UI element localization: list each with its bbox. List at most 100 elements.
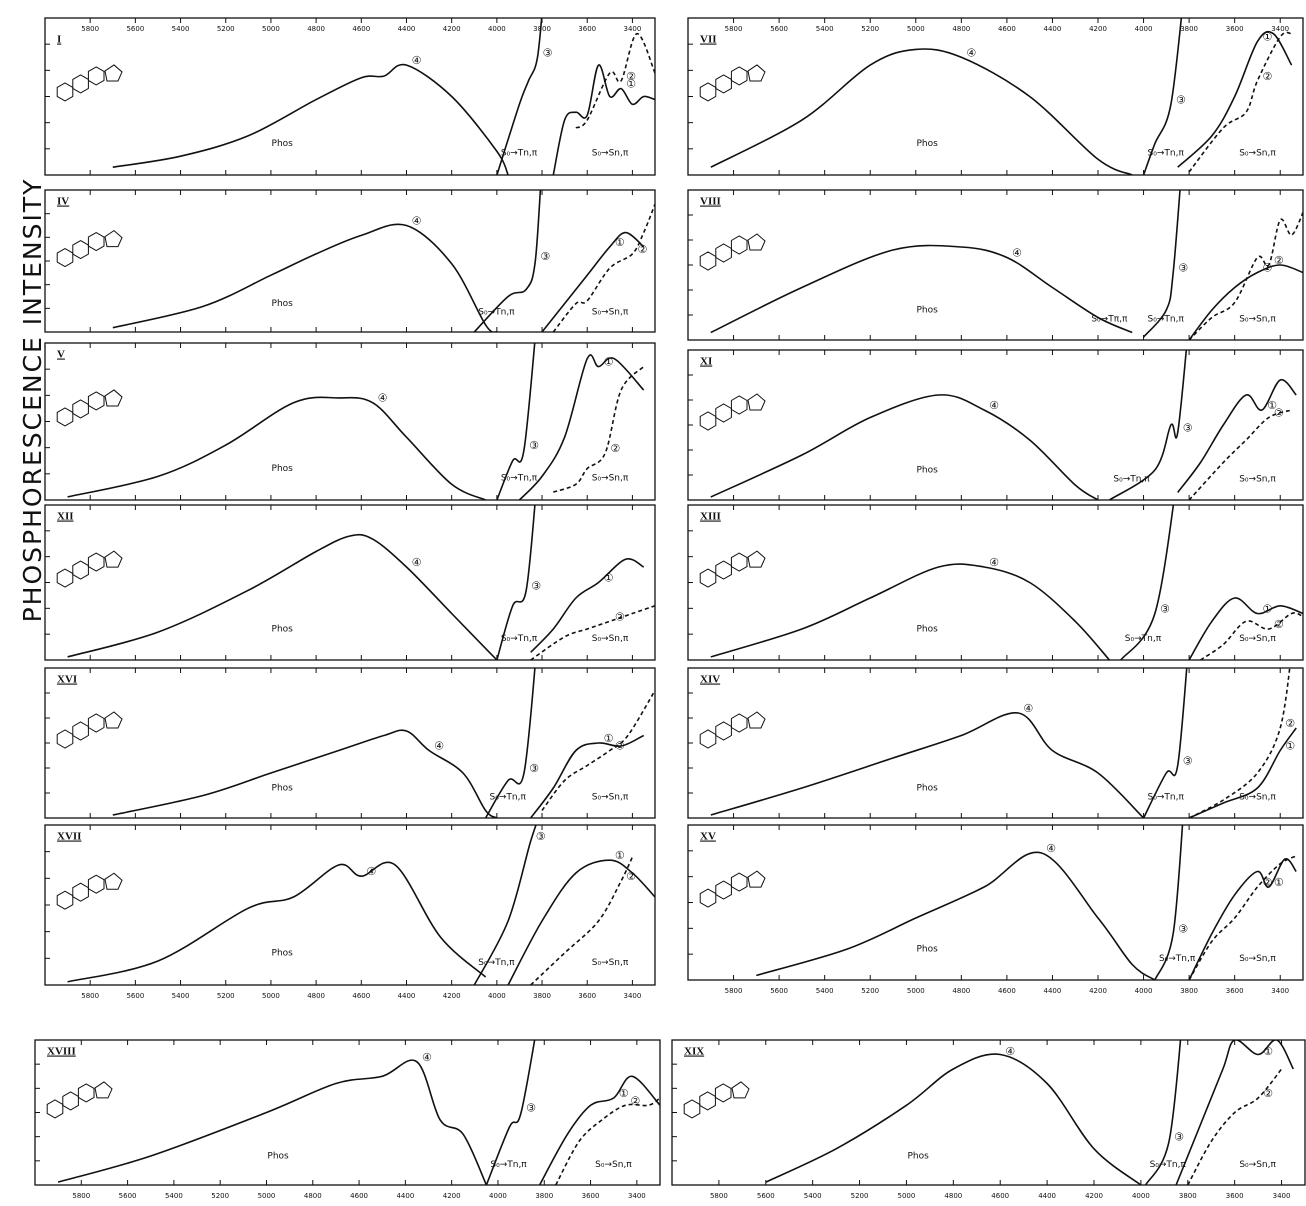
- spectrum-line: [58, 1060, 486, 1185]
- x-tick-label: 5800: [725, 25, 743, 33]
- annotation: S₀→Sn,π: [592, 474, 629, 484]
- x-tick-label: 4800: [952, 25, 970, 33]
- x-tick-label: 5800: [81, 25, 99, 33]
- structure-ring: [73, 883, 89, 901]
- curve-number: ③: [1174, 1131, 1184, 1144]
- x-tick-label: 5600: [770, 25, 788, 33]
- spectrum-line: [1189, 598, 1303, 660]
- spectrum-line: [1189, 265, 1303, 340]
- structure-ring: [57, 83, 73, 101]
- curve-number: ①: [604, 572, 614, 585]
- curve-number: ③: [1176, 93, 1186, 106]
- structure-ring: [63, 1092, 79, 1110]
- annotation: S₀→Tn,π: [501, 634, 538, 644]
- x-tick-label: 4600: [350, 1192, 368, 1200]
- curve-number: ③: [529, 762, 539, 775]
- spectrum-line: [711, 564, 1110, 660]
- panel-title: VIII: [700, 196, 721, 208]
- x-tick-label: 4400: [1044, 25, 1062, 33]
- panel-frame: [688, 18, 1303, 175]
- panel-title: XIII: [700, 511, 721, 523]
- annotation: S₀→Tn,π: [1159, 954, 1196, 964]
- annotation: S₀→Tn,π: [501, 474, 538, 484]
- panel-title: V: [57, 349, 65, 361]
- curve-number: ①: [1285, 740, 1295, 753]
- x-tick-label: 5400: [165, 1192, 183, 1200]
- curve-number: ②: [615, 740, 625, 753]
- spectrum-line: [1109, 320, 1189, 500]
- curve-number: ③: [1178, 262, 1188, 275]
- structure-ring: [731, 67, 747, 85]
- plot-area: [68, 809, 655, 985]
- structure-ring: [57, 249, 73, 267]
- annotation: Phos: [267, 1152, 289, 1162]
- plot-area: [68, 474, 655, 660]
- structure-ring: [716, 722, 732, 740]
- structure-ring: [732, 1082, 749, 1098]
- annotation: Phos: [908, 1152, 930, 1162]
- panel-frame: [45, 343, 655, 500]
- x-tick-label: 5800: [81, 992, 99, 1000]
- annotation: S₀→Sn,π: [592, 308, 629, 318]
- structure-ring: [88, 553, 104, 571]
- x-tick-label: 5800: [72, 1192, 90, 1200]
- x-tick-label: 5000: [262, 25, 280, 33]
- x-tick-label: 3600: [1226, 987, 1244, 995]
- panel-title: VII: [700, 34, 717, 46]
- annotation: S₀→Sn,π: [592, 634, 629, 644]
- curve-number: ①: [604, 732, 614, 745]
- structure-ring: [716, 75, 732, 93]
- annotation: S₀→Sn,π: [592, 149, 629, 159]
- structure-ring: [731, 873, 747, 891]
- structure-ring: [57, 730, 73, 748]
- panel: V④③②①PhosS₀→Tn,πS₀→Sn,π: [45, 312, 655, 500]
- x-tick-label: 4200: [443, 1192, 461, 1200]
- panel-title: I: [57, 34, 61, 46]
- curve-number: ②: [626, 870, 636, 883]
- structure-ring: [105, 873, 122, 889]
- x-tick-label: 3400: [1271, 987, 1289, 995]
- structure-ring: [57, 891, 73, 909]
- annotation: Phos: [917, 784, 939, 794]
- panel-frame: [45, 190, 655, 332]
- annotation: S₀→Tn,π: [478, 308, 515, 318]
- structure-ring: [73, 75, 89, 93]
- x-tick-label: 5000: [907, 987, 925, 995]
- annotation: Phos: [917, 466, 939, 476]
- curve-number: ④: [966, 46, 976, 59]
- structure-ring: [748, 712, 765, 728]
- structure-ring: [73, 241, 89, 259]
- panel-title: XVIII: [47, 1046, 76, 1058]
- annotation: S₀→Sn,π: [1239, 475, 1276, 485]
- x-tick-label: 5000: [258, 1192, 276, 1200]
- structure-ring: [731, 714, 747, 732]
- curve-number: ①: [1262, 262, 1272, 275]
- spectrum-line: [1189, 728, 1296, 818]
- annotation: Phos: [272, 949, 294, 959]
- curve-number: ③: [540, 250, 550, 263]
- x-tick-label: 4800: [952, 987, 970, 995]
- curve-number: ④: [1012, 247, 1022, 260]
- panel-title: XI: [700, 356, 712, 368]
- x-tick-label: 5600: [126, 25, 144, 33]
- plot-area: [68, 312, 644, 500]
- structure-ring: [748, 871, 765, 887]
- curve-number: ③: [543, 46, 553, 59]
- curve-number: ①: [1267, 399, 1277, 412]
- curve-number: ②: [1262, 876, 1272, 889]
- annotation: Phos: [272, 464, 294, 474]
- panel-title: IV: [57, 196, 69, 208]
- curve-number: ①: [615, 849, 625, 862]
- curve-number: ③: [529, 439, 539, 452]
- annotation: S₀→Tn,π: [501, 149, 538, 159]
- panel: XI④③②①PhosS₀→Tn,πS₀→Sn,π: [688, 320, 1303, 500]
- curve-number: ③: [1183, 755, 1193, 768]
- annotation: S₀→Sn,π: [1239, 315, 1276, 325]
- curve-number: ①: [1274, 876, 1284, 889]
- spectrum-line: [766, 1054, 1141, 1185]
- x-tick-label: 4400: [398, 992, 416, 1000]
- plot-area: [766, 1011, 1294, 1185]
- panel: 5800560054005200500048004600440042004000…: [688, 0, 1303, 175]
- x-tick-label: 5600: [126, 992, 144, 1000]
